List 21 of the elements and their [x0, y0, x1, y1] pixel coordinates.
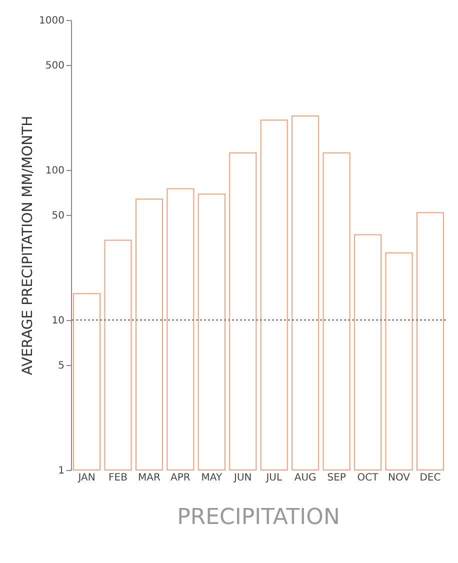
x-tick-label: OCT	[357, 472, 380, 484]
x-tick-label: NOV	[388, 472, 410, 484]
x-tick-label: JUL	[265, 472, 282, 484]
x-tick-label: AUG	[294, 472, 316, 484]
x-tick-label: APR	[170, 472, 190, 484]
x-tick-label: JAN	[77, 472, 96, 484]
y-tick-label: 5	[58, 360, 64, 372]
y-tick-label: 100	[45, 166, 64, 176]
x-tick-label: FEB	[108, 472, 128, 484]
x-tick-label: SEP	[327, 472, 346, 484]
y-tick-label: 1	[58, 466, 64, 476]
y-tick-label: 10	[52, 316, 64, 326]
text: PRECIPITATION	[177, 505, 340, 530]
x-tick-label: MAR	[138, 472, 160, 484]
x-tick-label: MAY	[201, 472, 223, 484]
x-tick-label: JUN	[233, 472, 252, 484]
y-tick-label: 500	[45, 60, 64, 72]
y-tick-label: 1000	[39, 16, 64, 26]
y-axis-title: AVERAGE PRECIPITATION MM/MONTH	[20, 116, 36, 376]
x-tick-label: DEC	[420, 472, 441, 484]
y-tick-label: 50	[52, 210, 64, 222]
